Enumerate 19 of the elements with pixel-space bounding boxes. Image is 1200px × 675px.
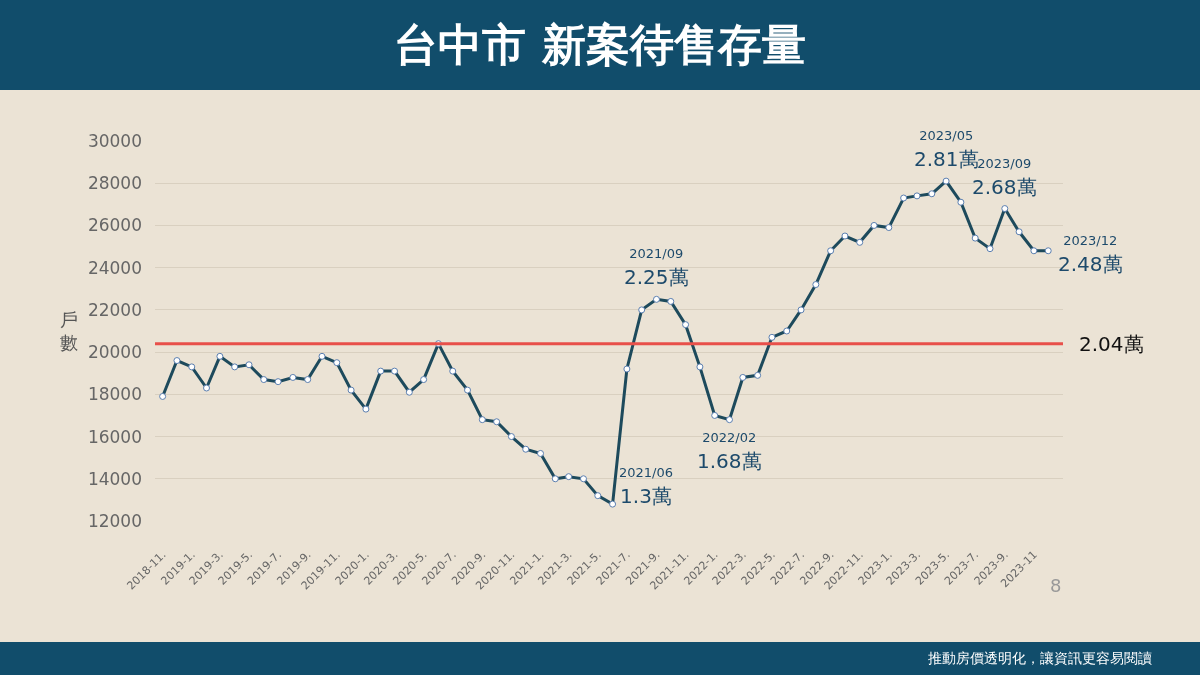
y-axis-title: 戶數 [60,309,78,354]
annotation: 2021/09 2.25萬 [624,246,689,289]
y-tick-label: 16000 [87,426,142,447]
y-tick-label: 20000 [87,342,142,363]
annotation: 2023/12 2.48萬 [1058,233,1123,276]
ref-line-label: 2.04萬 [1079,332,1144,356]
y-tick-label: 30000 [87,130,142,151]
text: 8 [1050,575,1062,596]
y-tick-label: 26000 [87,215,142,236]
y-tick-label: 24000 [87,257,142,278]
y-tick-label: 12000 [87,510,142,531]
annotation: 2021/06 1.3萬 [619,465,674,508]
y-tick-label: 14000 [87,468,142,489]
y-tick-label: 22000 [87,299,142,320]
y-tick-label: 18000 [87,384,142,405]
y-tick-label: 28000 [87,173,142,194]
chart-title: 台中市 新案待售存量 [394,19,806,71]
annotation: 2022/02 1.68萬 [697,430,762,473]
text: 推動房價透明化，讓資訊更容易閱讀 [928,650,1152,666]
